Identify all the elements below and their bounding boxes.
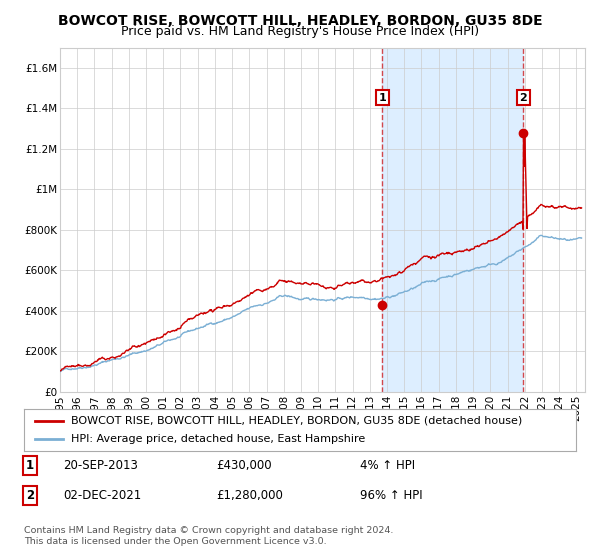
Text: 2: 2 [26, 489, 34, 502]
Text: 4% ↑ HPI: 4% ↑ HPI [360, 459, 415, 473]
Text: 20-SEP-2013: 20-SEP-2013 [63, 459, 138, 473]
Text: HPI: Average price, detached house, East Hampshire: HPI: Average price, detached house, East… [71, 434, 365, 444]
Text: BOWCOT RISE, BOWCOTT HILL, HEADLEY, BORDON, GU35 8DE: BOWCOT RISE, BOWCOTT HILL, HEADLEY, BORD… [58, 14, 542, 28]
Text: 1: 1 [379, 92, 386, 102]
Text: £1,280,000: £1,280,000 [216, 489, 283, 502]
Text: 2: 2 [520, 92, 527, 102]
Text: 96% ↑ HPI: 96% ↑ HPI [360, 489, 422, 502]
Bar [382, 48, 523, 392]
Text: Price paid vs. HM Land Registry's House Price Index (HPI): Price paid vs. HM Land Registry's House … [121, 25, 479, 38]
Text: BOWCOT RISE, BOWCOTT HILL, HEADLEY, BORDON, GU35 8DE (detached house): BOWCOT RISE, BOWCOTT HILL, HEADLEY, BORD… [71, 416, 522, 426]
Text: Contains HM Land Registry data © Crown copyright and database right 2024.
This d: Contains HM Land Registry data © Crown c… [24, 526, 394, 546]
Text: £430,000: £430,000 [216, 459, 272, 473]
Text: 02-DEC-2021: 02-DEC-2021 [63, 489, 141, 502]
Text: 1: 1 [26, 459, 34, 473]
